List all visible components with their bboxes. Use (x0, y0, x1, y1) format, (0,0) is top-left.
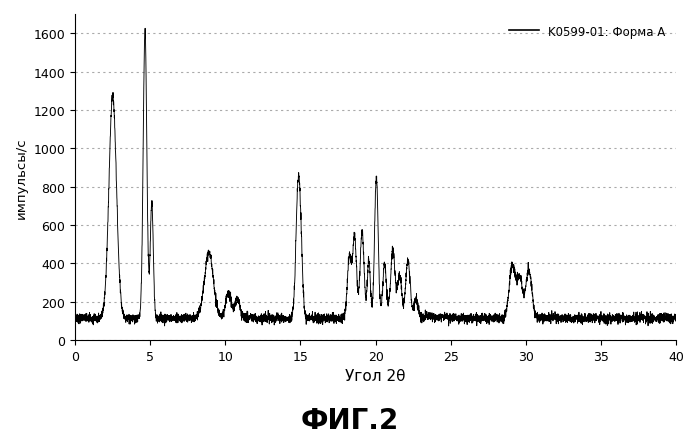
X-axis label: Угол 2θ: Угол 2θ (345, 369, 406, 384)
Text: ФИГ.2: ФИГ.2 (301, 406, 398, 434)
Y-axis label: импульсы/с: импульсы/с (15, 137, 28, 219)
Legend: K0599-01: Форма A: K0599-01: Форма A (505, 21, 670, 43)
